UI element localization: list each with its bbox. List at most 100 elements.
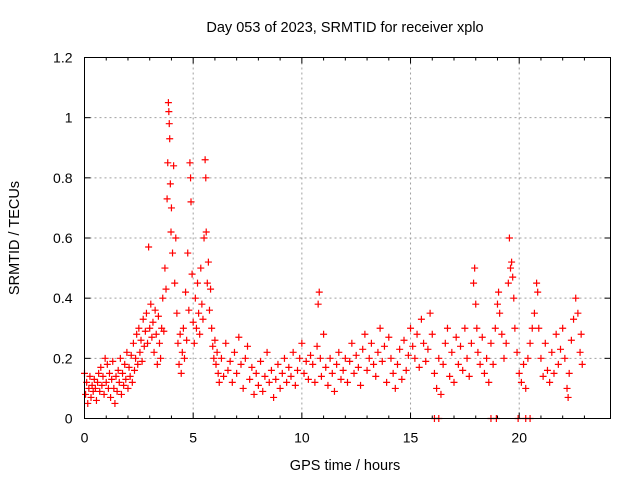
data-point	[126, 372, 134, 380]
data-point	[333, 360, 341, 368]
data-point	[121, 360, 129, 368]
data-point	[272, 375, 280, 383]
data-point	[330, 387, 338, 395]
data-point	[354, 363, 362, 371]
data-point	[470, 279, 478, 287]
y-tick-label: 0.2	[53, 350, 73, 366]
data-point	[467, 339, 475, 347]
data-point	[452, 333, 460, 341]
data-point	[483, 354, 491, 362]
data-point	[509, 273, 517, 281]
data-point	[114, 366, 122, 374]
data-point	[524, 354, 532, 362]
data-point	[565, 369, 573, 377]
data-point	[526, 339, 534, 347]
data-point	[534, 288, 542, 296]
data-point	[385, 333, 393, 341]
data-point	[316, 354, 324, 362]
x-tick-label: 20	[511, 430, 527, 446]
data-point	[476, 360, 484, 368]
data-point	[367, 339, 375, 347]
data-point	[147, 300, 155, 308]
data-point	[320, 330, 328, 338]
data-point	[174, 339, 182, 347]
data-point	[150, 348, 158, 356]
data-point	[254, 381, 262, 389]
data-point	[461, 324, 469, 332]
data-point	[127, 351, 135, 359]
data-point	[186, 159, 194, 167]
data-point	[100, 390, 108, 398]
data-point	[98, 381, 106, 389]
data-point	[184, 249, 192, 257]
data-point	[352, 351, 360, 359]
data-point	[167, 228, 175, 236]
data-point	[309, 360, 317, 368]
data-point	[111, 399, 119, 407]
data-point	[208, 324, 216, 332]
data-point	[205, 306, 213, 314]
data-point	[197, 264, 205, 272]
data-point	[459, 366, 467, 374]
data-point	[450, 378, 458, 386]
data-point	[144, 339, 152, 347]
data-point	[317, 372, 325, 380]
x-axis-label: GPS time / hours	[290, 458, 400, 474]
data-point	[145, 243, 153, 251]
y-tick-label: 0.8	[53, 170, 73, 186]
data-point	[407, 324, 415, 332]
data-point	[136, 348, 144, 356]
data-point	[348, 339, 356, 347]
data-point	[471, 264, 479, 272]
data-point	[199, 315, 207, 323]
data-point	[151, 306, 159, 314]
data-point	[539, 372, 547, 380]
data-point	[396, 345, 404, 353]
data-point	[489, 360, 497, 368]
y-tick-label: 1.2	[53, 50, 73, 66]
data-point	[195, 309, 203, 317]
data-point	[311, 378, 319, 386]
chart-title: Day 053 of 2023, SRMTID for receiver xpl…	[206, 20, 483, 36]
data-point	[192, 324, 200, 332]
data-point	[233, 369, 241, 377]
data-point	[115, 378, 123, 386]
data-point	[441, 339, 449, 347]
data-point	[294, 366, 302, 374]
data-point	[210, 354, 218, 362]
data-point	[166, 180, 174, 188]
data-point	[326, 354, 334, 362]
data-point	[142, 309, 150, 317]
data-point	[361, 330, 369, 338]
data-point	[163, 195, 171, 203]
data-point	[370, 360, 378, 368]
data-point	[188, 270, 196, 278]
data-point	[146, 324, 154, 332]
data-point	[171, 279, 179, 287]
data-point	[165, 108, 173, 116]
data-point	[422, 357, 430, 365]
data-point	[515, 369, 523, 377]
data-point	[201, 156, 209, 164]
data-point	[155, 339, 163, 347]
data-point	[505, 234, 513, 242]
data-point	[335, 348, 343, 356]
data-point	[511, 324, 519, 332]
data-point	[128, 378, 136, 386]
data-point	[448, 348, 456, 356]
data-point	[559, 324, 567, 332]
data-point	[485, 378, 493, 386]
data-point	[504, 279, 512, 287]
data-point	[409, 342, 417, 350]
y-tick-label: 0.6	[53, 230, 73, 246]
data-point	[119, 369, 127, 377]
data-point	[95, 369, 103, 377]
data-point	[107, 393, 115, 401]
data-point	[339, 366, 347, 374]
data-point	[194, 279, 202, 287]
data-point	[112, 372, 120, 380]
data-point	[109, 357, 117, 365]
data-point	[239, 384, 247, 392]
data-point	[328, 369, 336, 377]
data-point	[117, 390, 125, 398]
